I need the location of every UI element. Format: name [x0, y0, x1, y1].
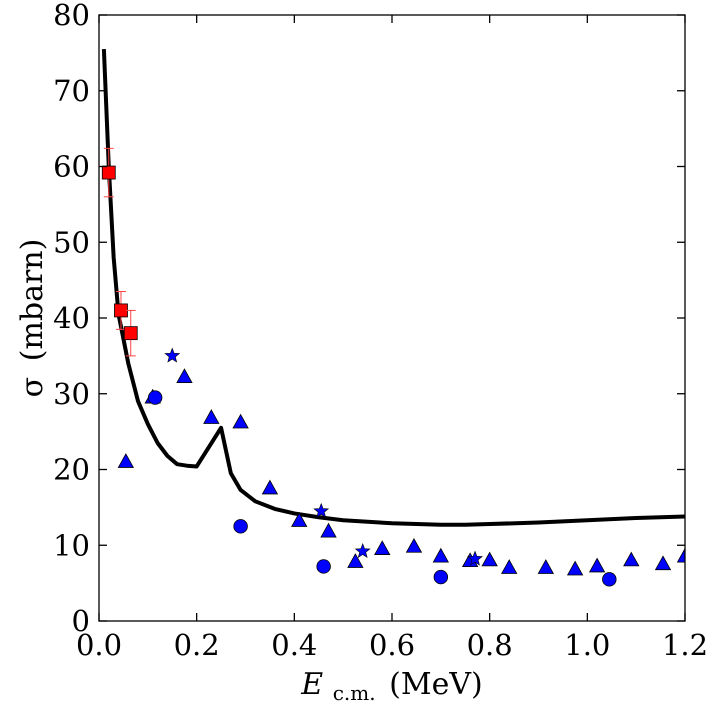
data-point-square [123, 326, 138, 341]
data-point-circle [233, 519, 248, 534]
y-tick-label: 80 [53, 0, 90, 32]
x-tick-label: 0.2 [174, 628, 220, 662]
data-point-triangle [481, 551, 498, 567]
data-layer [101, 49, 685, 587]
data-point-square [114, 303, 128, 318]
y-tick-label: 30 [53, 377, 90, 411]
data-point-square [101, 165, 116, 180]
data-point-star [313, 502, 330, 518]
y-axis-unit: (mbarn) [15, 239, 50, 362]
data-point-triangle [320, 522, 337, 538]
x-tick-label: 1.2 [662, 628, 706, 662]
data-point-triangle [291, 512, 308, 527]
y-tick-label: 70 [53, 74, 90, 108]
data-point-circle [602, 572, 617, 587]
x-tick-label: 0.6 [369, 628, 415, 662]
data-point-triangle [566, 560, 584, 576]
plot-area [101, 49, 685, 587]
data-point-triangle [432, 547, 450, 563]
data-point-star [467, 550, 483, 566]
y-tick-label: 20 [53, 453, 90, 487]
data-point-triangle [623, 551, 640, 567]
x-axis-unit: (MeV) [389, 667, 483, 702]
x-tick-label: 0.4 [271, 628, 317, 662]
x-tick-label: 0.8 [467, 628, 513, 662]
theory-curve [101, 49, 685, 527]
x-axis-subscript: c.m. [333, 681, 376, 702]
data-point-circle [433, 569, 449, 585]
x-tick-label: 1.0 [564, 628, 610, 662]
y-axis-symbol: σ [15, 377, 50, 397]
data-point-triangle [203, 409, 220, 424]
data-point-circle [147, 390, 163, 405]
data-point-triangle [676, 547, 685, 563]
data-point-triangle [261, 479, 279, 495]
data-point-triangle [537, 559, 555, 574]
data-point-triangle [232, 413, 249, 429]
y-axis-title: σ (mbarn) [15, 239, 50, 398]
data-point-triangle [588, 557, 606, 573]
data-point-triangle [347, 553, 364, 568]
x-axis-title: E c.m. (MeV) [300, 667, 482, 702]
y-tick-label: 10 [53, 528, 90, 562]
data-point-triangle [501, 559, 518, 574]
data-point-star [164, 347, 181, 363]
y-tick-label: 50 [53, 225, 90, 259]
data-point-triangle [117, 453, 135, 468]
y-tick-label: 40 [53, 301, 90, 335]
y-tick-label: 60 [53, 150, 90, 184]
x-tick-label: 0.0 [76, 628, 122, 662]
data-point-triangle [654, 555, 672, 571]
data-point-triangle [374, 540, 391, 555]
x-axis-variable: E [300, 667, 323, 702]
data-point-triangle [405, 537, 423, 553]
y-tick-label: 0 [72, 604, 90, 638]
data-point-star [354, 542, 371, 559]
data-point-circle [316, 559, 331, 574]
axes-frame [98, 14, 686, 622]
tick-layer: 0.0 0.2 0.4 0.6 0.8 1.0 1.2 0 10 20 30 40 50 60 70 80 [53, 0, 706, 662]
data-point-triangle [176, 368, 193, 383]
